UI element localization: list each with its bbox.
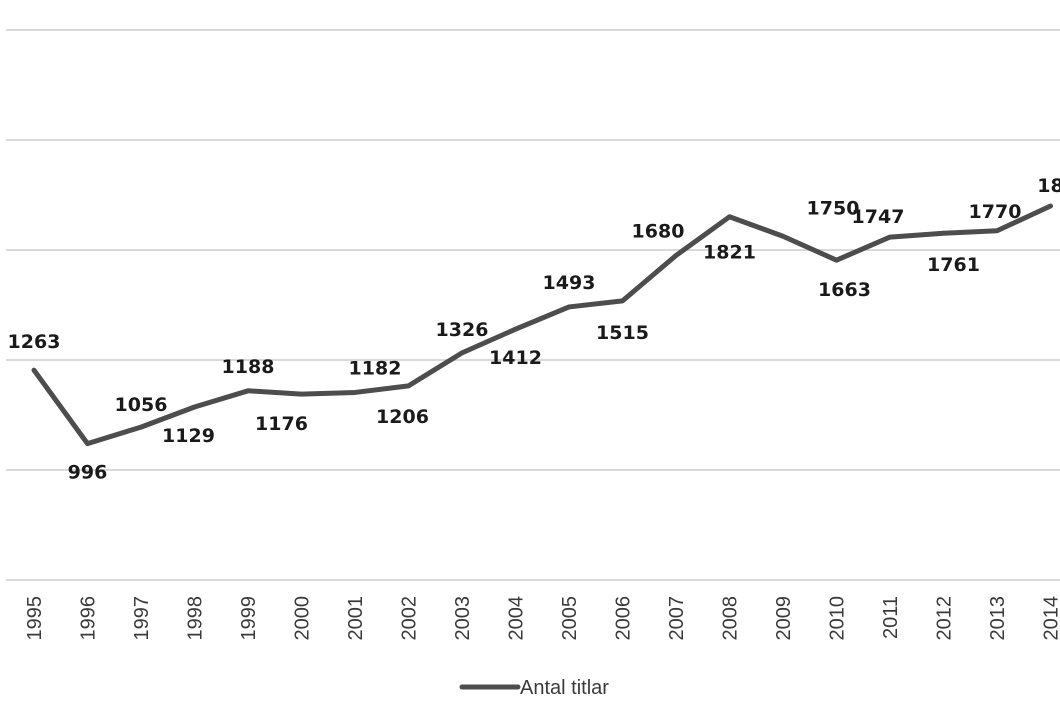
data-label: 996 <box>68 462 108 484</box>
x-tick-label: 2008 <box>720 596 742 641</box>
x-tick-label: 2010 <box>827 596 849 641</box>
x-tick-label: 2002 <box>399 596 421 641</box>
data-label: 1206 <box>376 406 429 428</box>
data-label: 1326 <box>436 319 489 341</box>
x-tick-label: 2004 <box>506 596 528 641</box>
data-label: 1263 <box>8 331 61 353</box>
legend: Antal titlar <box>459 677 609 699</box>
x-tick-label: 1998 <box>185 596 207 641</box>
x-tick-label: 2011 <box>880 596 902 639</box>
data-label: 1821 <box>703 242 756 264</box>
data-label: 1750 <box>807 197 860 219</box>
x-tick-label: 1996 <box>78 596 100 641</box>
x-tick-label: 2000 <box>292 596 314 641</box>
series-line-layer <box>31 203 1053 447</box>
x-tick-label: 2003 <box>452 596 474 641</box>
x-tick-label: 1999 <box>238 596 260 641</box>
legend-label: Antal titlar <box>520 677 609 699</box>
x-tick-label: 2009 <box>773 596 795 641</box>
data-label: 1182 <box>349 357 402 379</box>
x-tick-label: 2014 <box>1041 596 1060 641</box>
data-label: 1747 <box>852 206 905 228</box>
x-tick-label: 2013 <box>987 596 1009 641</box>
data-label: 1056 <box>115 394 168 416</box>
data-label: 1176 <box>255 413 308 435</box>
data-label: 1412 <box>489 347 542 369</box>
x-tick-label: 2005 <box>559 596 581 641</box>
x-tick-label: 1997 <box>131 596 153 641</box>
gridlines <box>6 29 1060 581</box>
data-label: 18 <box>1037 175 1060 197</box>
data-label: 1761 <box>927 254 980 276</box>
x-tick-label: 2006 <box>613 596 635 641</box>
series-line-antal-titlar <box>31 203 1053 447</box>
x-tick-label: 2007 <box>666 596 688 641</box>
data-label: 1129 <box>162 425 215 447</box>
x-tick-labels: 1995 1996 1997 1998 1999 2000 2001 2002 2003 2004… <box>24 596 1060 641</box>
data-label: 1770 <box>969 201 1022 223</box>
x-tick-label: 2001 <box>345 596 367 641</box>
data-label: 1188 <box>222 356 275 378</box>
x-tick-label: 2012 <box>934 596 956 641</box>
x-tick-label: 1995 <box>24 596 46 641</box>
data-label: 1493 <box>543 272 596 294</box>
data-label: 1515 <box>596 322 649 344</box>
data-label: 1680 <box>632 221 685 243</box>
data-label: 1663 <box>818 279 871 301</box>
